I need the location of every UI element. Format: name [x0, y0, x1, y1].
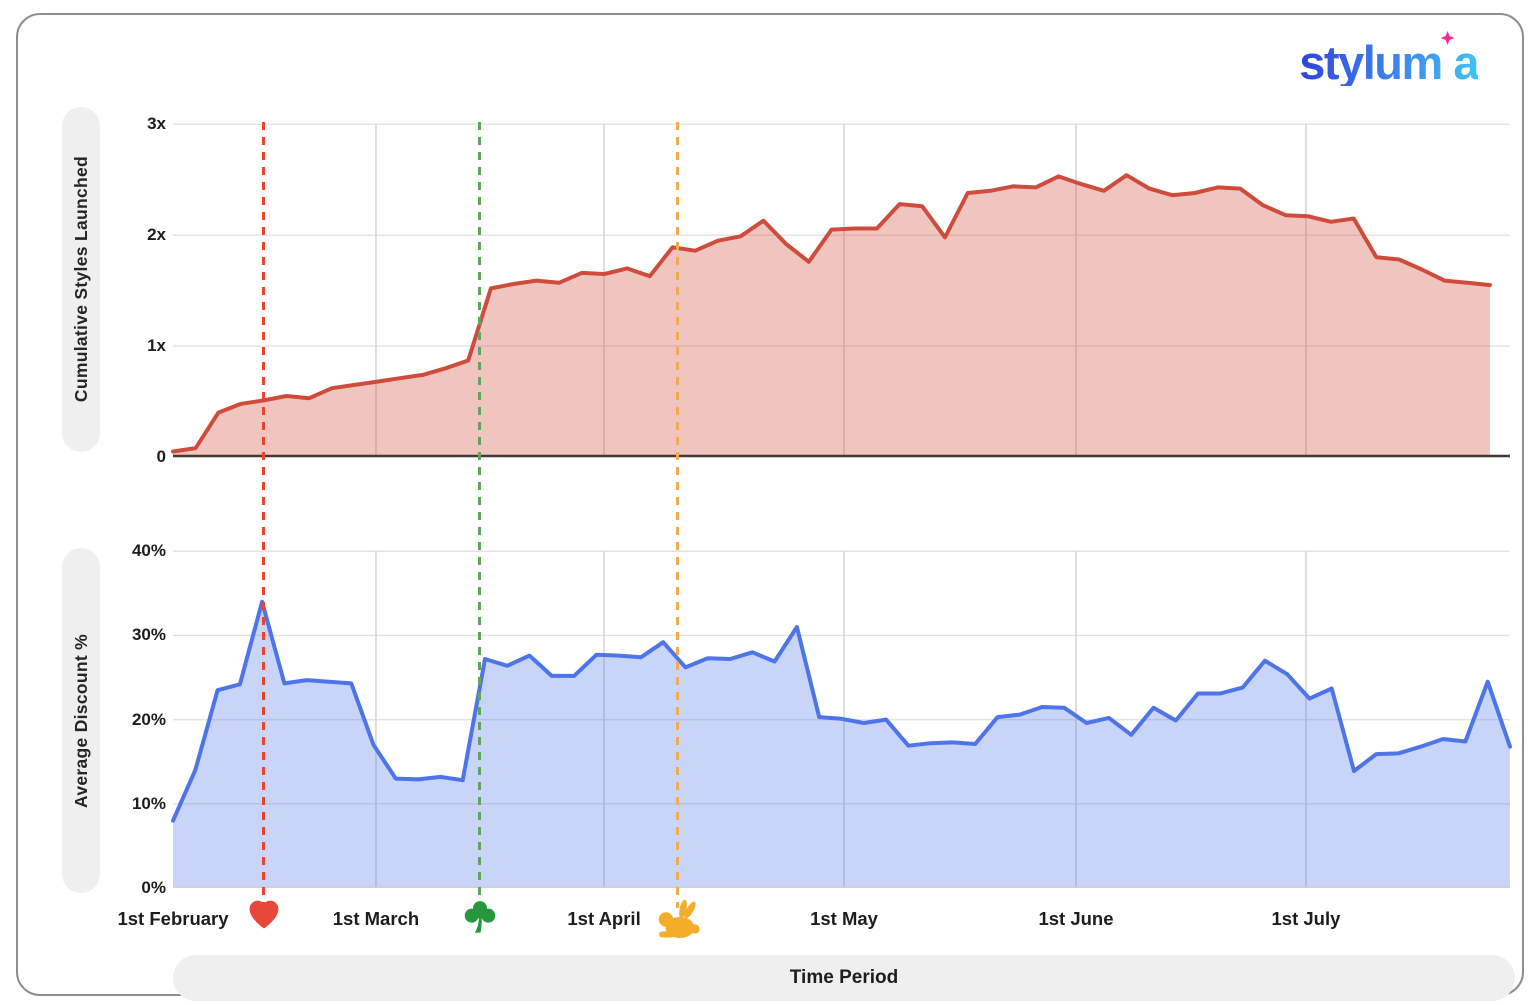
sparkle-icon: [1440, 31, 1455, 45]
valentines-day-line: [262, 122, 266, 908]
y-tick-label: 30%: [131, 625, 166, 645]
y-tick-label: 1x: [147, 335, 166, 355]
y-axis-title-styles-label: Cumulative Styles Launched: [70, 156, 91, 403]
st-patricks-day-line: [478, 122, 482, 908]
cumulative-styles-area-chart: [171, 123, 1510, 457]
y-axis-title-discount-label: Average Discount %: [70, 633, 91, 808]
y-axis-title-discount: Average Discount %: [62, 548, 100, 893]
y-tick-label: 0%: [141, 878, 166, 897]
x-tick-label: 1st July: [1271, 908, 1341, 929]
y-tick-label: 20%: [131, 709, 166, 729]
y-tick-label: 2x: [147, 224, 166, 244]
x-axis-title: Time Period: [789, 967, 899, 988]
x-tick-label: 1st May: [810, 908, 878, 929]
x-tick-label: 1st April: [567, 908, 641, 929]
y-tick-label: 10%: [131, 793, 166, 813]
y-tick-label: 40%: [131, 541, 166, 561]
x-tick-label: 1st March: [332, 908, 420, 929]
shamrock-icon: [463, 899, 497, 942]
x-tick-label: 1st February: [117, 908, 229, 929]
rabbit-icon: [654, 899, 700, 945]
report-card: stylumı a Cumulative Styles Launched Aver…: [16, 13, 1524, 1001]
y-tick-label: 3x: [147, 113, 166, 133]
y-tick-label: 0: [156, 446, 166, 466]
y-axis-title-styles: Cumulative Styles Launched: [62, 107, 100, 452]
heart-icon: [247, 899, 280, 935]
x-tick-label: 1st June: [1038, 908, 1114, 929]
x-axis-title-pill: Time Period: [173, 955, 1515, 1001]
average-discount-area-chart: [171, 550, 1512, 888]
easter-line: [675, 122, 679, 908]
stylumia-logo: stylumı a: [1299, 31, 1478, 86]
